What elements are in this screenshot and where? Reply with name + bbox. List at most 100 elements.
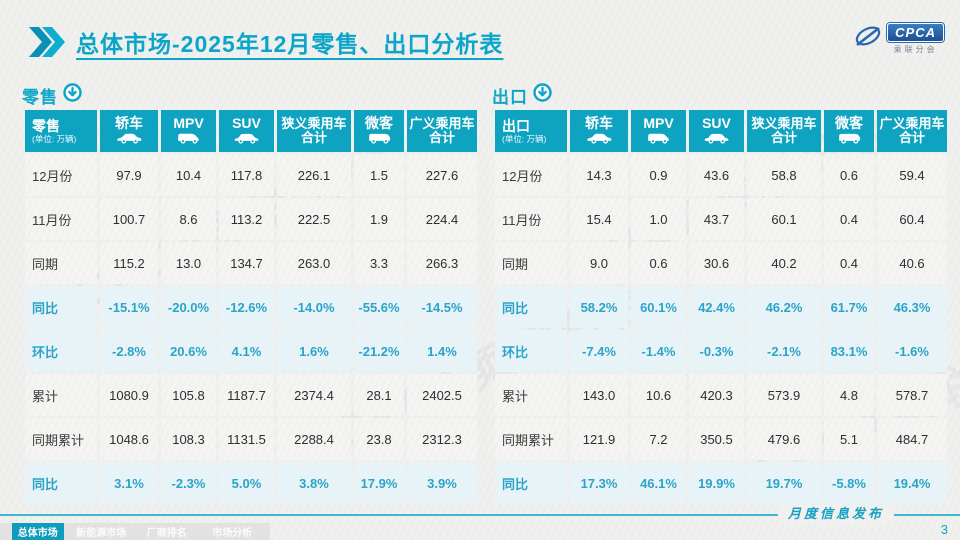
value-cell: 0.4 [824,198,874,240]
column-header: 轿车 [570,110,628,152]
value-cell: 19.7% [747,462,821,504]
value-cell: 28.1 [354,374,404,416]
sedan-icon [100,132,158,146]
corner-cell: 出口 (单位: 万辆) [495,110,567,152]
value-cell: 7.2 [631,418,686,460]
value-cell: 117.8 [219,154,274,196]
value-cell: 46.2% [747,286,821,328]
table-row: 11月份 15.4 1.0 43.7 60.1 0.4 60.4 [495,198,947,240]
row-label: 11月份 [25,198,97,240]
value-cell: 105.8 [161,374,216,416]
value-cell: 20.6% [161,330,216,372]
row-label: 同期 [495,242,567,284]
table-row: 12月份 97.9 10.4 117.8 226.1 1.5 227.6 [25,154,477,196]
column-header: 广义乘用车 合计 [407,110,477,152]
row-label: 同比 [495,286,567,328]
tab-market-analysis[interactable]: 市场分析 [212,528,253,539]
value-cell: 46.1% [631,462,686,504]
table-row: 11月份 100.7 8.6 113.2 222.5 1.9 224.4 [25,198,477,240]
row-label: 11月份 [495,198,567,240]
value-cell: 420.3 [689,374,744,416]
value-cell: 1131.5 [219,418,274,460]
value-cell: 224.4 [407,198,477,240]
value-cell: 1.6% [277,330,351,372]
value-cell: 19.9% [689,462,744,504]
value-cell: 97.9 [100,154,158,196]
value-cell: 1.4% [407,330,477,372]
table-row: 累计 1080.9 105.8 1187.7 2374.4 28.1 2402.5 [25,374,477,416]
column-label: 微客 [835,115,863,131]
value-cell: 1080.9 [100,374,158,416]
value-cell: 9.0 [570,242,628,284]
value-cell: 1.0 [631,198,686,240]
value-cell: 46.3% [877,286,947,328]
row-label: 同期 [25,242,97,284]
tab-nev-market[interactable]: 新能源市场 [76,528,127,539]
value-cell: 14.3 [570,154,628,196]
export-section-header: 出口 [492,83,950,107]
tab-manufacturer-ranking[interactable]: 厂商排名 [146,528,187,539]
mpv-icon [631,132,686,146]
value-cell: 484.7 [877,418,947,460]
value-cell: 60.1 [747,198,821,240]
column-label: MPV [643,115,674,131]
value-cell: 573.9 [747,374,821,416]
column-label: 广义乘用车 [879,116,945,131]
row-label: 环比 [495,330,567,372]
value-cell: 0.6 [824,154,874,196]
tab-overall-market[interactable]: 总体市场 [12,523,64,540]
value-cell: 43.7 [689,198,744,240]
value-cell: 30.6 [689,242,744,284]
table-row: 同期 115.2 13.0 134.7 263.0 3.3 266.3 [25,242,477,284]
value-cell: 3.3 [354,242,404,284]
value-cell: -2.1% [747,330,821,372]
column-label: SUV [702,115,731,131]
column-label: 轿车 [585,115,613,131]
table-row: 同比 58.2% 60.1% 42.4% 46.2% 61.7% 46.3% [495,286,947,328]
value-cell: 1187.7 [219,374,274,416]
column-header: MPV [161,110,216,152]
microvan-icon [354,132,404,146]
value-cell: 113.2 [219,198,274,240]
sedan-icon [570,132,628,146]
value-cell: 2312.3 [407,418,477,460]
value-cell: -15.1% [100,286,158,328]
value-cell: 121.9 [570,418,628,460]
column-label: 微客 [365,115,393,131]
value-cell: -20.0% [161,286,216,328]
column-label-line2: 合计 [300,130,327,145]
cpca-logo-subtitle: 乘联分会 [893,45,938,54]
value-cell: -1.4% [631,330,686,372]
value-cell: 222.5 [277,198,351,240]
section-label: 零售 [22,87,58,107]
row-label: 环比 [25,330,97,372]
value-cell: 5.0% [219,462,274,504]
table-row: 同期累计 1048.6 108.3 1131.5 2288.4 23.8 2312.3 [25,418,477,460]
retail-table: 零售 (单位: 万辆) 轿车 MPV SUV 狭义乘用车 合计 微客 广义乘用车 合计 12月份 97… [22,108,480,506]
cpca-logo-text: CPCA [887,23,944,42]
value-cell: 134.7 [219,242,274,284]
footer-tab-strip: 总体市场 新能源市场 厂商排名 市场分析 [0,523,270,540]
column-label-line2: 合计 [770,130,797,145]
header-row: 零售 (单位: 万辆) 轿车 MPV SUV 狭义乘用车 合计 微客 广义乘用车 合计 [25,110,477,152]
value-cell: 42.4% [689,286,744,328]
page-title: 总体市场-2025年12月零售、出口分析表 [76,31,504,57]
column-header: 狭义乘用车 合计 [277,110,351,152]
row-label: 同比 [25,462,97,504]
unit-label: (单位: 万辆) [502,133,547,144]
value-cell: 115.2 [100,242,158,284]
value-cell: 13.0 [161,242,216,284]
value-cell: 23.8 [354,418,404,460]
suv-icon [219,132,274,146]
value-cell: 350.5 [689,418,744,460]
value-cell: 4.8 [824,374,874,416]
table-row: 同比 3.1% -2.3% 5.0% 3.8% 17.9% 3.9% [25,462,477,504]
value-cell: 83.1% [824,330,874,372]
corner-label: 零售 [32,117,60,134]
value-cell: -14.0% [277,286,351,328]
export-table: 出口 (单位: 万辆) 轿车 MPV SUV 狭义乘用车 合计 微客 广义乘用车 合计 12月份 14… [492,108,950,506]
column-label: 狭义乘用车 [751,116,817,131]
value-cell: 19.4% [877,462,947,504]
value-cell: 266.3 [407,242,477,284]
column-header: MPV [631,110,686,152]
